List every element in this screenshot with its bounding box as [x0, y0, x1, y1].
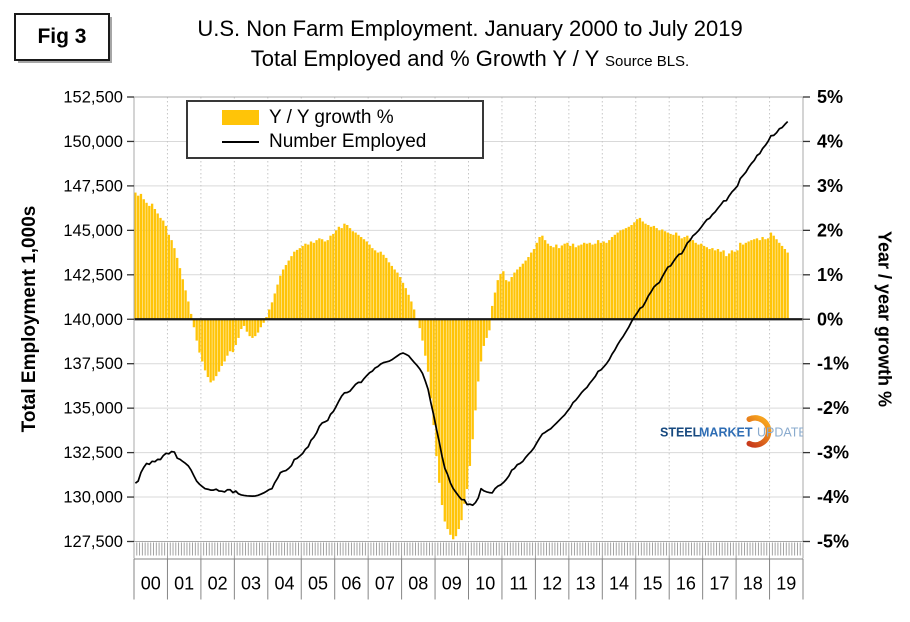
svg-text:09: 09 [442, 574, 462, 594]
svg-text:07: 07 [375, 574, 395, 594]
logo-market-text: MARKET [699, 426, 753, 440]
svg-text:137,500: 137,500 [63, 355, 123, 373]
svg-text:152,500: 152,500 [63, 89, 123, 107]
legend-growth-label: Y / Y growth % [269, 106, 394, 128]
left-axis-title: Total Employment 1,000s [19, 205, 40, 433]
svg-text:00: 00 [141, 574, 161, 594]
svg-text:132,500: 132,500 [63, 444, 123, 462]
svg-text:142,500: 142,500 [63, 266, 123, 284]
svg-text:-5%: -5% [817, 532, 849, 552]
growth-bar-swatch-icon [222, 110, 259, 125]
right-axis-ticks: 5% 4% 3% 2% 1% 0% -1% -2% -3% -4% -5% [803, 87, 849, 552]
steel-market-update-logo: STEEL MARKET UPDATE [660, 415, 803, 448]
chart-legend: Y / Y growth % Number Employed [186, 100, 484, 159]
svg-text:145,000: 145,000 [63, 222, 123, 240]
svg-text:02: 02 [208, 574, 228, 594]
chart-subtitle: Total Employed and % Growth Y / Y Source… [120, 44, 820, 77]
employment-line [134, 120, 789, 507]
svg-text:2%: 2% [817, 220, 843, 240]
svg-text:16: 16 [676, 574, 696, 594]
logo-update-text: UPDATE [757, 426, 803, 440]
svg-text:130,000: 130,000 [63, 489, 123, 507]
x-axis-minor-ticks [133, 542, 804, 559]
svg-text:-2%: -2% [817, 398, 849, 418]
svg-text:08: 08 [408, 574, 428, 594]
svg-text:0%: 0% [817, 309, 843, 329]
chart-titles: U.S. Non Farm Employment. January 2000 t… [120, 14, 820, 77]
svg-text:06: 06 [341, 574, 361, 594]
svg-text:01: 01 [174, 574, 194, 594]
svg-text:-1%: -1% [817, 354, 849, 374]
logo-crescent-icon [746, 415, 772, 448]
svg-text:135,000: 135,000 [63, 400, 123, 418]
svg-text:147,500: 147,500 [63, 177, 123, 195]
svg-text:4%: 4% [817, 131, 843, 151]
svg-text:11: 11 [509, 574, 528, 594]
svg-text:3%: 3% [817, 176, 843, 196]
logo-steel-text: STEEL [660, 426, 701, 440]
legend-row-employed: Number Employed [222, 130, 482, 152]
chart-source-note: Source BLS. [605, 53, 690, 70]
left-axis-ticks: 152,500 150,000 147,500 145,000 142,500 140,0… [63, 89, 134, 551]
svg-text:127,500: 127,500 [63, 533, 123, 551]
figure-label: Fig 3 [14, 13, 110, 61]
legend-row-growth: Y / Y growth % [222, 106, 482, 128]
employed-line-swatch-icon [222, 140, 259, 143]
svg-text:05: 05 [308, 574, 328, 594]
svg-text:-3%: -3% [817, 443, 849, 463]
chart-title: U.S. Non Farm Employment. January 2000 t… [197, 16, 743, 41]
svg-text:13: 13 [576, 574, 596, 594]
chart-subtitle-text: Total Employed and % Growth Y / Y [250, 46, 599, 71]
right-axis-title: Year / year growth % [874, 230, 895, 408]
svg-text:5%: 5% [817, 87, 843, 107]
svg-text:140,000: 140,000 [63, 311, 123, 329]
svg-text:10: 10 [475, 574, 495, 594]
svg-text:-4%: -4% [817, 487, 849, 507]
svg-text:17: 17 [709, 574, 729, 594]
figure-label-text: Fig 3 [37, 25, 87, 48]
svg-text:18: 18 [743, 574, 763, 594]
svg-text:04: 04 [275, 574, 295, 594]
svg-text:14: 14 [609, 574, 629, 594]
svg-text:150,000: 150,000 [63, 133, 123, 151]
svg-text:15: 15 [642, 574, 662, 594]
x-axis-year-band: 00 01 02 03 04 05 06 07 08 09 10 11 12 13 14 15 16 17 18 19 [133, 558, 804, 600]
svg-text:19: 19 [776, 574, 796, 594]
svg-text:03: 03 [241, 574, 261, 594]
svg-text:12: 12 [542, 574, 562, 594]
growth-bars [134, 192, 789, 540]
svg-text:1%: 1% [817, 265, 843, 285]
legend-employed-label: Number Employed [269, 130, 427, 152]
